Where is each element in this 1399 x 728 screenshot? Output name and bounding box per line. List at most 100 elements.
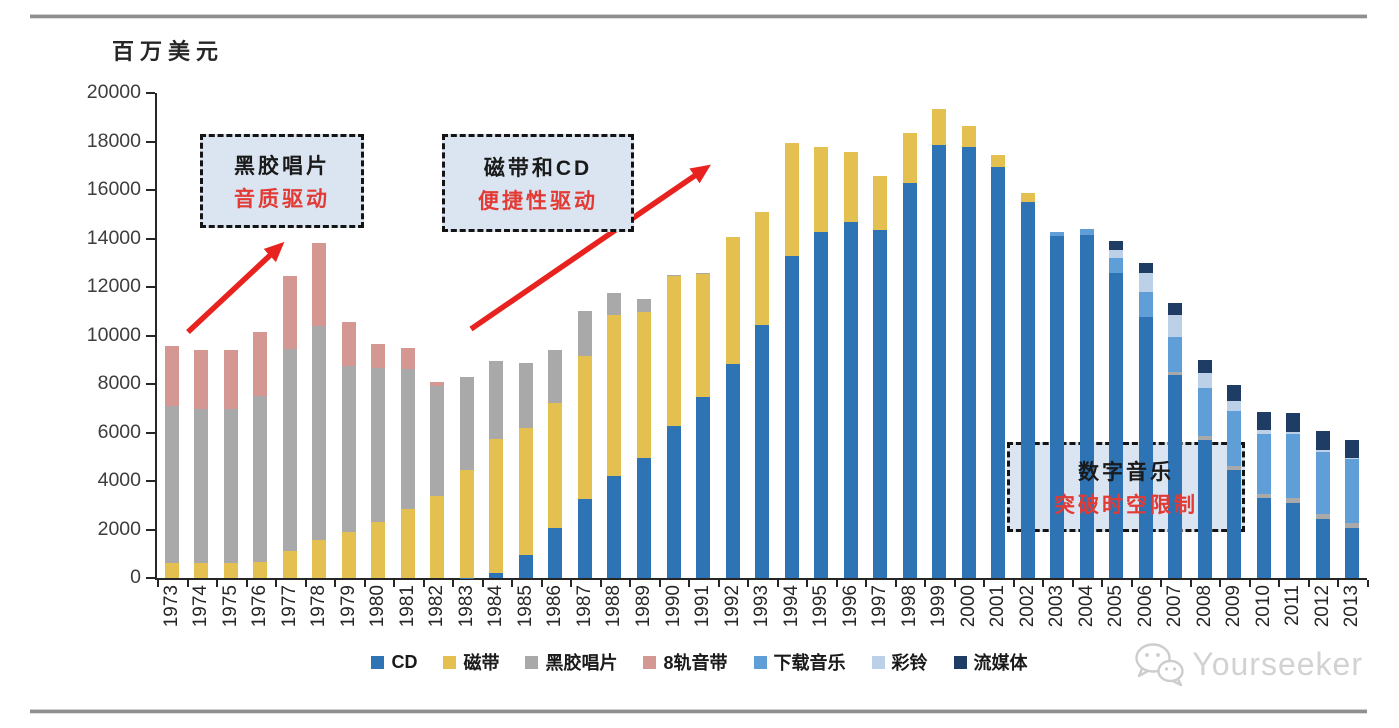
segment-流媒体 bbox=[1315, 430, 1330, 450]
stacked-bar-2010 bbox=[1256, 411, 1271, 578]
bar-column-2010: 2010 bbox=[1249, 93, 1279, 627]
segment-磁带 bbox=[223, 563, 238, 578]
y-tick-mark bbox=[146, 528, 155, 531]
segment-CD bbox=[577, 499, 592, 578]
segment-流媒体 bbox=[1138, 263, 1153, 274]
segment-彩铃 bbox=[1315, 449, 1330, 452]
stacked-bar-1992 bbox=[725, 236, 740, 578]
x-tick-label-1983: 1983 bbox=[455, 585, 477, 628]
stacked-bar-1999 bbox=[932, 109, 947, 578]
stacked-bar-2011 bbox=[1286, 413, 1301, 578]
x-tick-mark bbox=[1101, 580, 1104, 587]
segment-黑胶唱片 bbox=[164, 405, 179, 564]
segment-黑胶唱片 bbox=[637, 299, 651, 313]
segment-磁带 bbox=[666, 276, 681, 427]
bar-column-1994: 1994 bbox=[777, 93, 807, 627]
x-tick-mark bbox=[452, 580, 455, 587]
x-tick-mark bbox=[216, 580, 219, 587]
segment-下载音乐 bbox=[1138, 291, 1153, 317]
stacked-bar-1988 bbox=[607, 293, 622, 578]
segment-磁带 bbox=[607, 314, 622, 477]
bar-column-1985: 1985 bbox=[511, 93, 541, 627]
x-tick-mark bbox=[1219, 580, 1222, 587]
bar-column-1990: 1990 bbox=[659, 93, 689, 627]
segment-CD bbox=[548, 528, 563, 578]
segment-彩铃 bbox=[1168, 314, 1183, 337]
segment-8轨音带 bbox=[194, 350, 209, 410]
x-tick-mark bbox=[747, 580, 750, 587]
x-tick-label-2012: 2012 bbox=[1311, 585, 1333, 628]
x-tick-label-2013: 2013 bbox=[1341, 585, 1363, 628]
legend-item-流媒体: 流媒体 bbox=[953, 649, 1028, 675]
x-tick-mark bbox=[245, 580, 248, 587]
bar-column-1995: 1995 bbox=[806, 93, 836, 627]
segment-彩铃 bbox=[1138, 273, 1153, 292]
x-tick-label-1996: 1996 bbox=[839, 585, 861, 628]
stacked-bar-2001 bbox=[991, 154, 1006, 578]
legend-swatch bbox=[643, 655, 657, 669]
legend-swatch bbox=[871, 655, 885, 669]
stacked-bar-1981 bbox=[400, 347, 415, 578]
stacked-bar-1987 bbox=[577, 311, 592, 578]
x-tick-mark bbox=[953, 580, 956, 587]
x-tick-label-1982: 1982 bbox=[426, 585, 448, 628]
segment-磁带 bbox=[784, 142, 799, 256]
segment-磁带 bbox=[253, 562, 268, 578]
segment-彩铃 bbox=[1345, 457, 1360, 460]
x-tick-mark bbox=[540, 580, 543, 587]
bar-column-1976: 1976 bbox=[246, 93, 276, 627]
segment-CD bbox=[1227, 470, 1242, 578]
legend-item-黑胶唱片: 黑胶唱片 bbox=[525, 649, 617, 675]
stacked-bar-1993 bbox=[755, 211, 770, 578]
x-tick-label-1988: 1988 bbox=[603, 585, 625, 628]
x-tick-label-1999: 1999 bbox=[928, 585, 950, 628]
x-tick-mark bbox=[1160, 580, 1163, 587]
legend-swatch bbox=[443, 655, 457, 669]
annotation-subtitle: 音质驱动 bbox=[234, 187, 330, 211]
segment-CD bbox=[637, 457, 651, 578]
y-tick-mark bbox=[146, 480, 155, 482]
legend-label: 磁带 bbox=[463, 653, 500, 673]
stacked-bar-2009 bbox=[1227, 385, 1242, 578]
segment-下载音乐 bbox=[1197, 387, 1212, 437]
y-tick-label-2000: 2000 bbox=[97, 517, 141, 540]
segment-黑胶唱片 bbox=[194, 409, 209, 564]
segment-流媒体 bbox=[1227, 385, 1242, 402]
annotation-title: 黑胶唱片 bbox=[234, 154, 330, 178]
bar-column-1977: 1977 bbox=[275, 93, 305, 627]
x-tick-label-2011: 2011 bbox=[1282, 585, 1304, 626]
segment-磁带 bbox=[902, 132, 917, 184]
bar-column-1981: 1981 bbox=[393, 93, 423, 627]
segment-磁带 bbox=[577, 356, 592, 500]
stacked-bar-2012 bbox=[1315, 430, 1330, 578]
segment-CD bbox=[873, 229, 888, 578]
x-tick-mark bbox=[1307, 580, 1310, 587]
segment-彩铃 bbox=[1227, 401, 1242, 411]
x-tick-label-1997: 1997 bbox=[869, 585, 891, 628]
segment-8轨音带 bbox=[164, 346, 179, 406]
x-tick-label-1994: 1994 bbox=[780, 585, 802, 628]
bar-column-1991: 1991 bbox=[688, 93, 718, 627]
y-tick-mark bbox=[146, 189, 155, 191]
segment-磁带 bbox=[843, 152, 858, 222]
segment-流媒体 bbox=[1109, 241, 1124, 250]
segment-流媒体 bbox=[1256, 411, 1271, 431]
stacked-bar-1990 bbox=[666, 274, 681, 578]
y-tick-label-10000: 10000 bbox=[86, 323, 141, 346]
segment-磁带 bbox=[518, 427, 533, 555]
y-tick-label-0: 0 bbox=[130, 566, 141, 588]
bar-column-2006: 2006 bbox=[1131, 93, 1161, 627]
y-tick-mark bbox=[146, 140, 155, 143]
segment-彩铃 bbox=[1197, 373, 1212, 388]
x-tick-label-2000: 2000 bbox=[957, 585, 979, 628]
x-tick-label-1973: 1973 bbox=[160, 585, 182, 628]
x-tick-mark bbox=[157, 580, 159, 587]
segment-CD bbox=[1109, 273, 1124, 578]
x-tick-mark bbox=[1042, 580, 1045, 587]
stacked-bar-1977 bbox=[282, 276, 297, 578]
bar-column-1989: 1989 bbox=[629, 93, 659, 627]
legend-label: CD bbox=[391, 651, 418, 672]
legend-item-下载音乐: 下载音乐 bbox=[753, 649, 846, 675]
x-tick-label-2009: 2009 bbox=[1223, 585, 1245, 628]
segment-CD bbox=[784, 255, 799, 578]
